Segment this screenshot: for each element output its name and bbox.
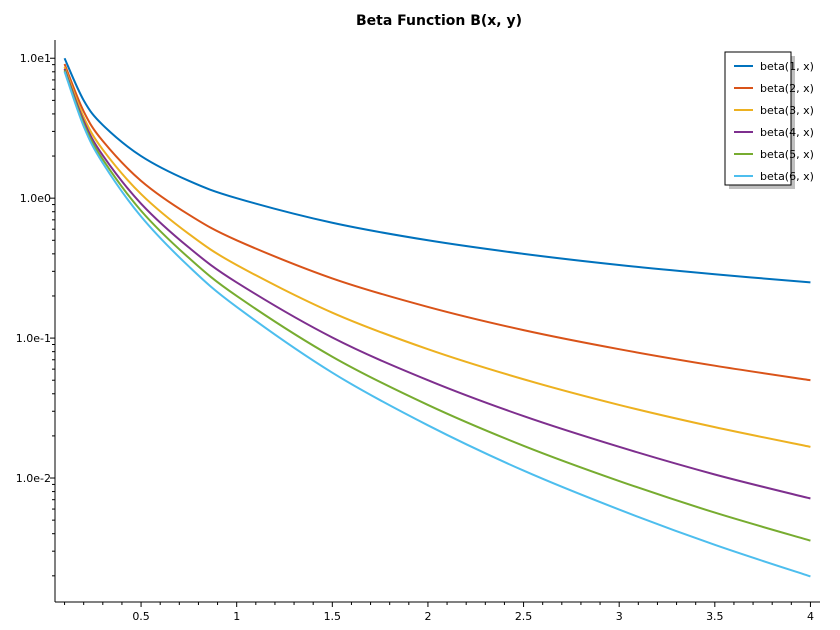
y-tick-label: 1.0e-2	[16, 472, 51, 485]
x-tick-label: 3.5	[706, 610, 724, 623]
x-tick-label: 3	[616, 610, 623, 623]
legend-label: beta(1, x)	[760, 60, 814, 73]
x-tick-label: 2.5	[515, 610, 533, 623]
legend: beta(1, x) beta(2, x) beta(3, x) beta(4, x)…	[724, 51, 814, 189]
legend-label: beta(2, x)	[760, 82, 814, 95]
y-tick-label: 1.0e1	[20, 52, 51, 65]
y-ticks: 1.0e1 1.0e0 1.0e-1 1.0e-2	[16, 52, 55, 577]
legend-label: beta(6, x)	[760, 170, 814, 183]
x-tick-label: 0.5	[132, 610, 150, 623]
series-line-5	[63, 70, 811, 542]
x-ticks: 0.5 1 1.5 2 2.5 3 3.5 4	[64, 602, 814, 623]
legend-box	[724, 51, 792, 186]
x-tick-label: 4	[807, 610, 814, 623]
x-tick-label: 2	[424, 610, 431, 623]
y-tick-label: 1.0e-1	[16, 332, 51, 345]
x-tick-label: 1	[233, 610, 240, 623]
legend-label: beta(3, x)	[760, 104, 814, 117]
legend-label: beta(5, x)	[760, 148, 814, 161]
x-tick-label: 1.5	[324, 610, 342, 623]
series-line-6	[63, 71, 811, 578]
series-line-4	[63, 68, 811, 500]
series-line-1	[63, 57, 811, 284]
chart-title: Beta Function B(x, y)	[356, 13, 522, 29]
axes	[54, 40, 820, 603]
legend-label: beta(4, x)	[760, 126, 814, 139]
series-line-3	[63, 66, 811, 448]
series-line-2	[63, 63, 811, 382]
legend-items: beta(1, x) beta(2, x) beta(3, x) beta(4, x)…	[734, 60, 814, 183]
y-tick-label: 1.0e0	[20, 192, 51, 205]
series-lines	[63, 57, 811, 578]
